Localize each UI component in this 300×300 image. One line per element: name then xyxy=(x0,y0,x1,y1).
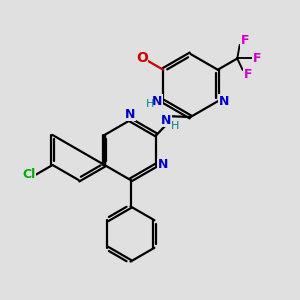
Text: F: F xyxy=(244,68,252,81)
Text: N: N xyxy=(152,95,162,108)
Text: O: O xyxy=(136,52,148,65)
Text: N: N xyxy=(219,95,229,108)
Text: F: F xyxy=(253,52,261,65)
Text: N: N xyxy=(158,158,168,172)
Text: H: H xyxy=(146,99,154,109)
Text: N: N xyxy=(125,107,135,121)
Text: F: F xyxy=(241,34,249,47)
Text: N: N xyxy=(161,113,172,127)
Text: H: H xyxy=(171,121,179,131)
Text: Cl: Cl xyxy=(22,168,36,181)
